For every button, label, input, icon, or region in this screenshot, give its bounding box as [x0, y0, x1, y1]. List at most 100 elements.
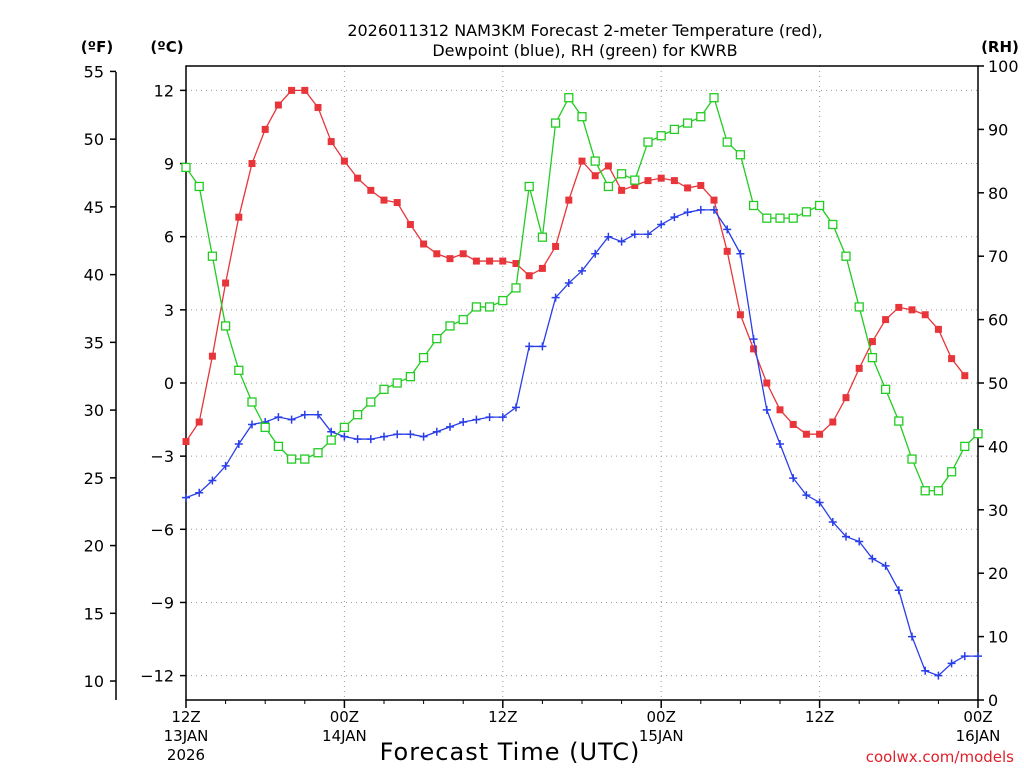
temperature-point — [908, 306, 916, 314]
rh-point — [537, 232, 548, 242]
rh-point — [630, 175, 640, 185]
dewpoint-point — [947, 659, 956, 668]
rh-point — [392, 378, 402, 388]
fahrenheit-tick-label: 35 — [84, 333, 104, 352]
rh-point — [194, 181, 204, 192]
series-line — [185, 209, 978, 677]
time-tick-label: 12Z — [171, 708, 200, 726]
temperature-point — [261, 125, 269, 133]
temperature-point — [195, 418, 203, 426]
dewpoint-point — [485, 413, 494, 422]
temperature-point — [882, 316, 890, 324]
rh-point — [933, 486, 944, 496]
temperature-point — [948, 355, 956, 363]
rh-tick-label: 70 — [988, 247, 1008, 266]
rh-point — [352, 410, 363, 420]
rh-point — [946, 467, 957, 477]
dewpoint-point — [472, 415, 481, 424]
x-axis-title: Forecast Time (UTC) — [380, 738, 641, 766]
celsius-tick-label: 6 — [164, 228, 174, 247]
temperature-point — [895, 303, 903, 311]
dewpoint-point — [406, 430, 415, 439]
rh-tick-label: 50 — [988, 374, 1008, 393]
rh-point — [524, 181, 534, 192]
time-tick-year-label: 2026 — [167, 746, 205, 764]
temperature-point — [274, 101, 282, 109]
temperature-point — [776, 406, 784, 414]
celsius-tick-label: 0 — [164, 374, 174, 393]
temperature-point — [552, 242, 560, 250]
rh-tick-label: 20 — [988, 564, 1008, 583]
dewpoint-point — [644, 230, 652, 239]
rh-point — [484, 302, 495, 312]
rh-point — [696, 112, 706, 122]
temperature-point — [591, 172, 599, 180]
dewpoint-point — [564, 279, 573, 288]
dewpoint-point — [657, 220, 666, 229]
rh-point — [339, 422, 350, 433]
rh-point — [669, 124, 680, 135]
temperature-point — [842, 394, 850, 402]
rh-point — [326, 435, 336, 445]
dewpoint-point — [393, 430, 402, 439]
temperature-point — [644, 177, 652, 185]
temperature-point — [486, 257, 494, 265]
rh-point — [550, 118, 561, 128]
dewpoint-point — [525, 342, 534, 351]
fahrenheit-tick-label: 30 — [84, 401, 104, 420]
rh-point — [814, 200, 825, 211]
rh-point — [880, 384, 891, 394]
temperature-point — [525, 272, 533, 280]
rh-point — [247, 397, 257, 407]
temperature-point — [750, 345, 758, 353]
time-tick-date-label: 13JAN — [164, 727, 209, 745]
fahrenheit-tick-label: 50 — [84, 130, 104, 149]
temperature-point — [631, 181, 639, 189]
rh-tick-label: 60 — [988, 311, 1008, 330]
celsius-tick-label: −6 — [150, 520, 174, 539]
dewpoint-point — [340, 432, 349, 441]
temperature-point — [406, 221, 414, 228]
time-tick-date-label: 15JAN — [639, 727, 684, 745]
rh-point — [273, 441, 284, 452]
dewpoint-point — [828, 517, 837, 526]
rh-point — [788, 213, 798, 223]
credit-label: coolwx.com/models — [866, 748, 1014, 766]
temperature-point — [565, 196, 573, 204]
fahrenheit-tick-label: 45 — [84, 198, 104, 217]
rh-point — [682, 118, 693, 128]
fahrenheit-tick-label: 20 — [84, 537, 104, 556]
temperature-point — [816, 430, 824, 438]
rh-tick-label: 100 — [988, 57, 1019, 76]
dewpoint-point — [974, 652, 982, 661]
rh-point — [590, 156, 600, 166]
time-tick-label: 00Z — [330, 708, 359, 726]
temperature-point — [829, 418, 837, 426]
dewpoint-point — [894, 586, 903, 595]
rh-point — [973, 429, 983, 439]
fahrenheit-tick-label: 15 — [84, 604, 104, 623]
celsius-tick-label: 12 — [154, 81, 174, 100]
temperature-point — [763, 379, 771, 387]
chart-title-line-2: Dewpoint (blue), RH (green) for KWRB — [432, 41, 737, 60]
rh-point — [432, 333, 442, 344]
dewpoint-point — [380, 432, 388, 441]
dewpoint-point — [868, 554, 877, 563]
dewpoint-point — [749, 335, 758, 344]
rh-tick-label: 80 — [988, 184, 1008, 203]
temperature-point — [736, 311, 744, 319]
dewpoint-point — [248, 420, 256, 429]
time-tick-date-label: 16JAN — [956, 727, 1001, 745]
temperature-point — [723, 247, 731, 255]
rh-point — [181, 162, 191, 173]
dewpoint-point — [287, 415, 296, 424]
rh-point — [762, 213, 772, 223]
rh-point — [379, 384, 389, 394]
series-layer — [181, 86, 983, 680]
dewpoint-point — [842, 532, 850, 541]
time-tick-label: 00Z — [963, 708, 992, 726]
fahrenheit-tick-label: 25 — [84, 469, 104, 488]
rh-point — [643, 137, 653, 147]
celsius-unit-label: (ºC) — [150, 38, 183, 56]
rh-point — [867, 352, 878, 363]
